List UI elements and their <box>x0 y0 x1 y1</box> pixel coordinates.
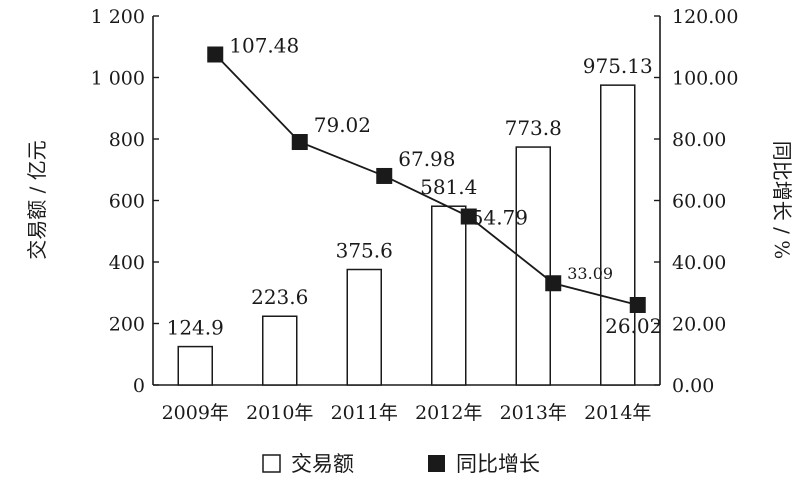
data-labels: 124.9 223.6 375.6 581.4 773.8 975.13 107.48 79.… <box>167 33 663 339</box>
x-tick-label: 2011年 <box>331 402 398 424</box>
y-right-tick-label: 20.00 <box>672 314 726 336</box>
x-tick-label: 2013年 <box>500 402 567 424</box>
legend-label-line: 同比增长 <box>456 452 540 476</box>
y-right-tick-label: 100.00 <box>672 68 738 90</box>
y-left-tick-label: 200 <box>109 314 145 336</box>
y-right-tick-label: 40.00 <box>672 252 726 274</box>
line-value-label: 67.98 <box>398 147 455 171</box>
bar <box>431 205 467 386</box>
legend-swatch-bar <box>262 454 281 473</box>
legend-label-bar: 交易额 <box>291 452 354 476</box>
x-tick-label: 2012年 <box>415 402 482 424</box>
bar-value-label: 773.8 <box>505 116 562 140</box>
bar-value-label: 375.6 <box>336 239 393 263</box>
line-value-label: 107.48 <box>229 33 299 57</box>
y-axis-right-title: 同比增长 / % <box>770 141 794 259</box>
line-value-label: 26.02 <box>605 314 662 338</box>
y-axis-left-title: 交易额 / 亿元 <box>25 140 49 259</box>
bar <box>600 84 636 386</box>
y-right-tick-label: 120.00 <box>672 6 738 28</box>
y-right-tick-label: 60.00 <box>672 191 726 213</box>
legend: 交易额 同比增长 <box>262 452 540 476</box>
y-left-tick-label: 0 <box>133 375 145 397</box>
line-value-label: 54.79 <box>471 206 528 230</box>
line-marker <box>376 167 393 184</box>
y-right-tick-label: 0.00 <box>672 375 714 397</box>
bar-value-label: 223.6 <box>251 285 308 309</box>
x-tick-label: 2014年 <box>584 402 651 424</box>
line-marker <box>460 208 477 225</box>
y-left-tick-label: 1 000 <box>91 68 145 90</box>
bar <box>346 268 382 386</box>
line-marker <box>291 134 308 151</box>
line-value-label: 79.02 <box>314 113 371 137</box>
y-left-tick-label: 400 <box>109 252 145 274</box>
x-tick-label: 2009年 <box>162 402 229 424</box>
bar-series <box>177 84 636 386</box>
bar <box>177 345 213 386</box>
bar <box>515 146 551 386</box>
y-left-tick-label: 800 <box>109 129 145 151</box>
line-series <box>207 46 646 313</box>
bar-value-label: 975.13 <box>583 54 653 78</box>
y-left-tick-label: 1 200 <box>91 6 145 28</box>
legend-swatch-line <box>428 455 445 472</box>
axes: 0 200 400 600 800 1 000 1 200 0.00 20.00 40.00 60.… <box>91 6 739 424</box>
y-right-tick-label: 80.00 <box>672 129 726 151</box>
line-marker <box>545 275 562 292</box>
line-value-label: 33.09 <box>567 264 613 283</box>
line-marker <box>629 296 646 313</box>
bar-value-label: 124.9 <box>167 316 224 340</box>
bar-value-label: 581.4 <box>420 175 477 199</box>
growth-line <box>214 53 638 306</box>
line-marker <box>207 46 224 63</box>
x-tick-label: 2010年 <box>246 402 313 424</box>
y-left-tick-label: 600 <box>109 191 145 213</box>
bar <box>262 315 298 386</box>
